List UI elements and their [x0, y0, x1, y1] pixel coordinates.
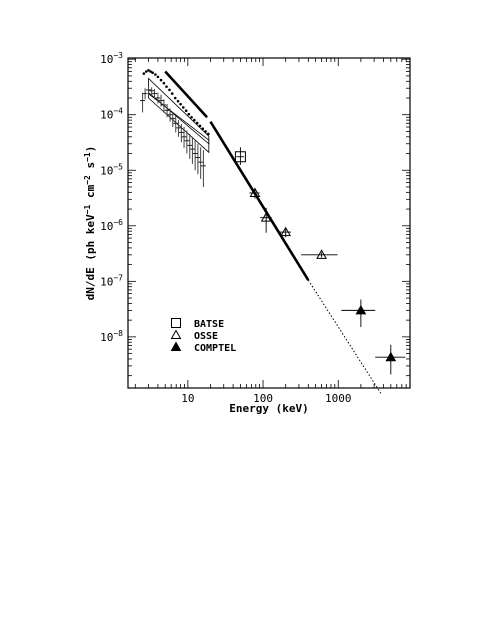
legend-marker-triangle [170, 341, 182, 351]
upper-spectrum-point [190, 115, 193, 119]
y-axis-title-mid: cm [84, 184, 97, 204]
upper-spectrum-point [204, 130, 207, 133]
comptel-series [341, 299, 406, 375]
y-tick-label: 10−4 [100, 107, 123, 122]
y-tick-mantissa: 10 [100, 331, 113, 344]
upper-spectrum-point [184, 109, 188, 113]
upper-spectrum-point [173, 96, 177, 100]
x-tick-label: 1000 [325, 392, 352, 405]
y-tick-exponent: −8 [113, 329, 123, 338]
batse-marker [234, 151, 246, 163]
osse-marker [316, 249, 327, 259]
y-tick-mantissa: 10 [100, 53, 113, 66]
upper-spectrum-point [198, 124, 202, 128]
y-tick-label: 10−6 [100, 218, 123, 233]
y-axis-title-exp2: −2 [83, 175, 92, 185]
lower-spectrum-series [140, 86, 206, 187]
legend-label: COMPTEL [194, 343, 236, 354]
osse-series [249, 187, 338, 259]
upper-spectrum-point [149, 70, 152, 73]
upper-spectrum-point [151, 71, 154, 75]
upper-spectrum-point [156, 75, 160, 79]
y-tick-exponent: −7 [113, 273, 123, 282]
x-tick-label: 10 [181, 392, 194, 405]
upper-spectrum-point [179, 102, 182, 106]
y-axis-title-suffix: ) [84, 146, 97, 153]
plot-frame [127, 57, 411, 389]
upper-spectrum-point [168, 88, 171, 92]
upper-spectrum-point [170, 92, 174, 95]
comptel-marker [385, 351, 397, 362]
y-tick-label: 10−5 [100, 162, 123, 177]
upper-spectrum-point [206, 132, 210, 136]
legend-label: BATSE [194, 319, 224, 330]
bowtie-lower [148, 92, 210, 154]
y-tick-mantissa: 10 [100, 109, 113, 122]
model-curve [164, 70, 383, 396]
y-tick-label: 10−3 [100, 51, 123, 66]
y-tick-exponent: −3 [113, 51, 123, 60]
bowtie-upper [148, 77, 210, 145]
upper-spectrum-point [193, 118, 196, 122]
upper-spectrum-point [165, 85, 168, 88]
y-tick-label: 10−7 [100, 273, 123, 288]
y-tick-labels: 10−810−710−610−510−410−3 [100, 51, 123, 344]
legend-marker-square [171, 318, 181, 328]
bowtie-envelopes [148, 77, 210, 154]
upper-spectrum-point [147, 69, 150, 72]
batse-series [234, 147, 246, 165]
y-tick-label: 10−8 [100, 329, 123, 344]
upper-spectrum-point [142, 72, 146, 75]
upper-spectrum-point [176, 99, 180, 103]
y-tick-mantissa: 10 [100, 220, 113, 233]
y-axis-title-mid2: s [84, 162, 97, 175]
model-segment-thick [164, 70, 209, 119]
legend-label: OSSE [194, 331, 218, 342]
axis-ticks [128, 58, 411, 388]
upper-spectrum-point [162, 81, 166, 85]
y-axis-title-prefix: dN/dE (ph keV [84, 214, 97, 300]
x-tick-labels: 10 100 1000 [181, 392, 351, 405]
y-tick-exponent: −5 [113, 162, 123, 171]
upper-spectrum-point [201, 127, 205, 130]
y-tick-exponent: −4 [113, 107, 123, 116]
upper-spectrum-point [195, 121, 199, 125]
model-segment-thick [209, 120, 310, 281]
y-tick-exponent: −6 [113, 218, 123, 227]
upper-spectrum-point [154, 73, 157, 76]
upper-spectrum-series [142, 69, 210, 136]
model-segment-dotted [307, 279, 383, 396]
upper-spectrum-point [159, 78, 163, 82]
y-tick-mantissa: 10 [100, 164, 113, 177]
osse-marker [260, 212, 272, 222]
x-tick-label: 100 [253, 392, 273, 405]
upper-spectrum-point [182, 106, 185, 109]
upper-spectrum-point [144, 70, 148, 73]
y-axis-title: dN/dE (ph keV−1 cm−2 s−1) [83, 146, 97, 301]
legend-marker-triangle [170, 329, 182, 339]
osse-marker [249, 187, 261, 197]
y-axis-title-exp3: −1 [83, 152, 92, 162]
y-tick-mantissa: 10 [100, 275, 113, 288]
comptel-marker [355, 304, 367, 315]
x-axis-title: Energy (keV) [229, 402, 308, 415]
osse-marker [280, 226, 292, 237]
y-axis-title-exp1: −1 [83, 204, 92, 214]
upper-spectrum-point [187, 112, 191, 116]
